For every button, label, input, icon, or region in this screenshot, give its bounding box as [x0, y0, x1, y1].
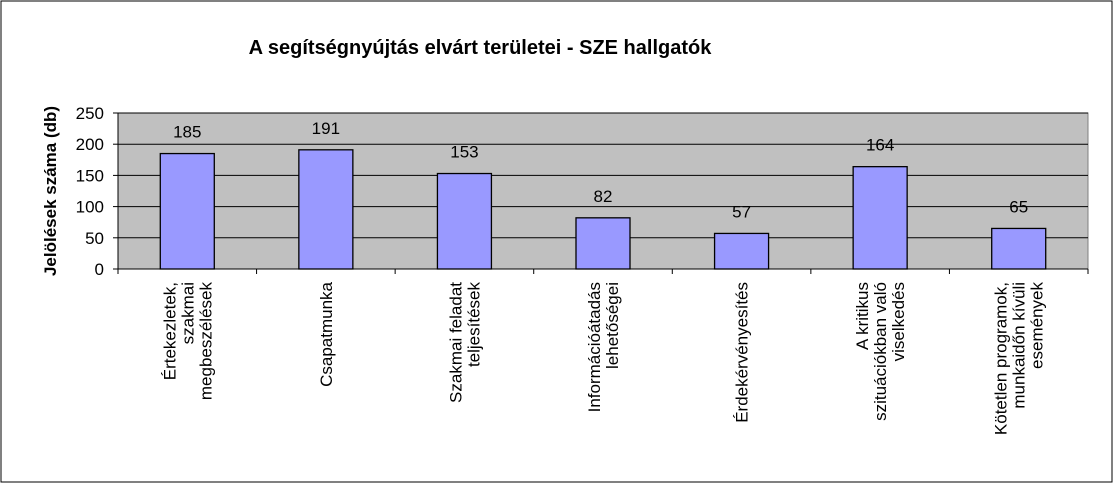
x-tick-label: Információátadáslehetőségei — [585, 282, 622, 412]
y-tick-label: 250 — [76, 104, 104, 123]
x-tick-label: Kötetlen programok,munkaidőn kívüliesemé… — [992, 282, 1047, 436]
value-label: 164 — [866, 136, 894, 155]
chart-title: A segítségnyújtás elvárt területei - SZE… — [249, 37, 713, 59]
bar — [713, 232, 770, 270]
x-tick-label: Szakmai feladatteljesítések — [446, 282, 483, 403]
y-tick-label: 50 — [85, 229, 104, 248]
y-axis-label: Jelölések száma (db) — [41, 106, 60, 276]
bar — [298, 149, 354, 270]
bar — [159, 152, 215, 270]
y-tick-label: 200 — [76, 135, 104, 154]
value-label: 57 — [732, 202, 751, 221]
bar — [575, 217, 631, 270]
bar — [852, 166, 908, 270]
value-label: 65 — [1009, 197, 1028, 216]
x-tick-label: Érdekérvényesítés — [733, 282, 752, 423]
bar — [991, 227, 1047, 270]
y-tick-label: 0 — [95, 260, 104, 279]
y-tick-label: 150 — [76, 166, 104, 185]
value-label: 153 — [450, 143, 478, 162]
y-tick-label: 100 — [76, 198, 104, 217]
value-label: 185 — [173, 123, 201, 142]
x-tick-label: Csapatmunka — [317, 281, 336, 386]
bar — [436, 172, 493, 270]
value-label: 82 — [594, 187, 613, 206]
value-label: 191 — [312, 119, 340, 138]
x-tick-label: Értekezletek,szakmaimegbeszélések — [160, 282, 215, 401]
x-tick-label: A kritikusszituációkban valóviselkedés — [853, 282, 908, 421]
